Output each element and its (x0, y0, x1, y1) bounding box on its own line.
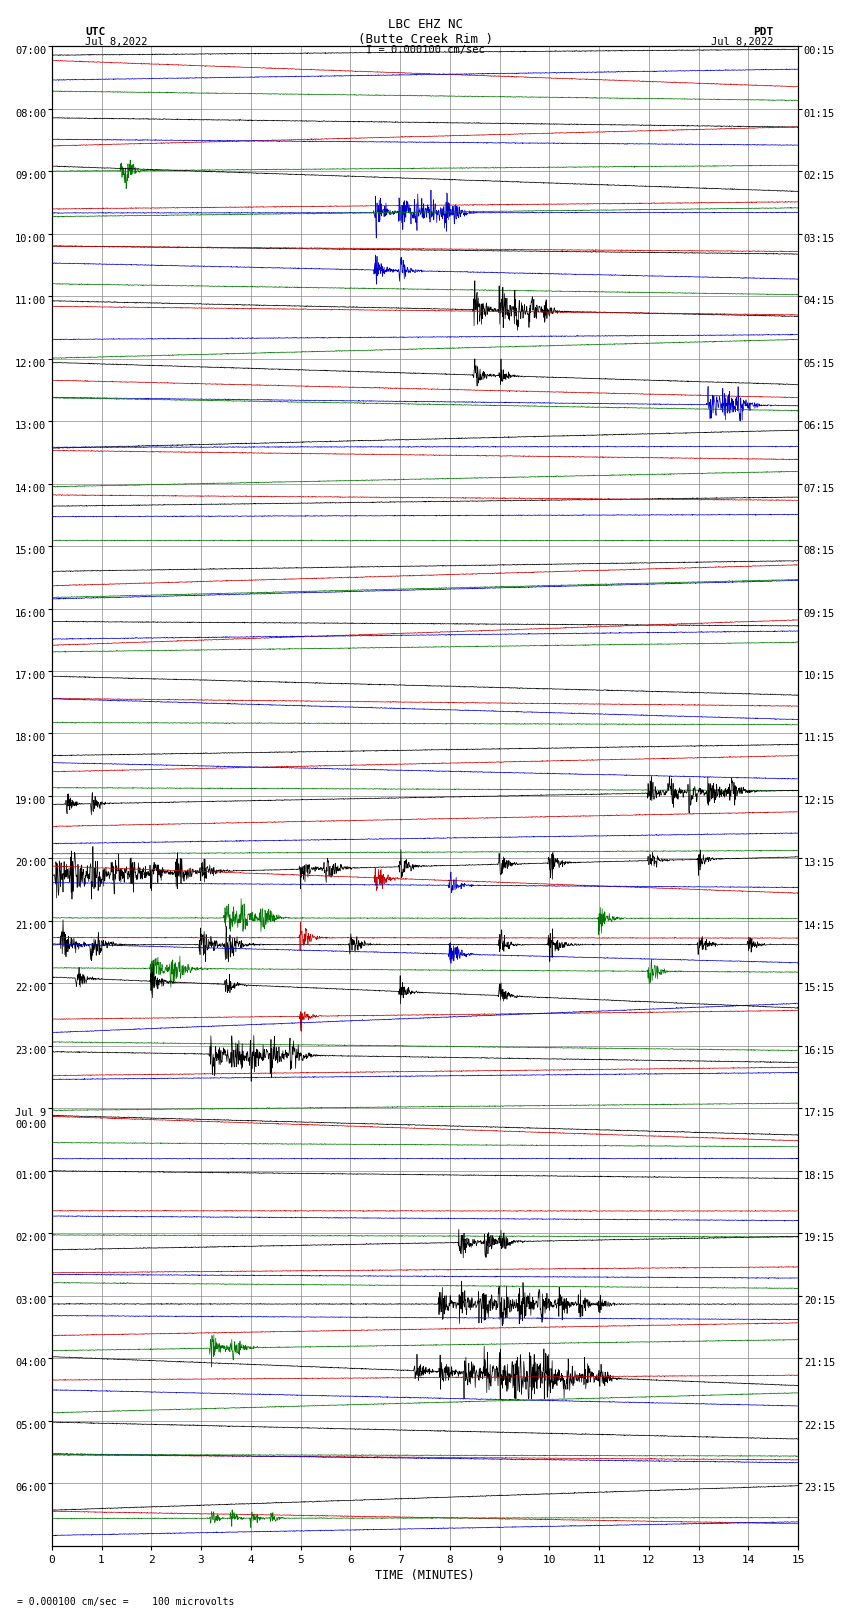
Text: = 0.000100 cm/sec =    100 microvolts: = 0.000100 cm/sec = 100 microvolts (17, 1597, 235, 1607)
Text: Jul 8,2022: Jul 8,2022 (711, 37, 774, 47)
Text: PDT: PDT (753, 27, 774, 37)
Text: Jul 8,2022: Jul 8,2022 (85, 37, 148, 47)
Text: UTC: UTC (85, 27, 105, 37)
X-axis label: TIME (MINUTES): TIME (MINUTES) (375, 1569, 475, 1582)
Text: I = 0.000100 cm/sec: I = 0.000100 cm/sec (366, 45, 484, 55)
Title: LBC EHZ NC
(Butte Creek Rim ): LBC EHZ NC (Butte Creek Rim ) (358, 18, 492, 47)
